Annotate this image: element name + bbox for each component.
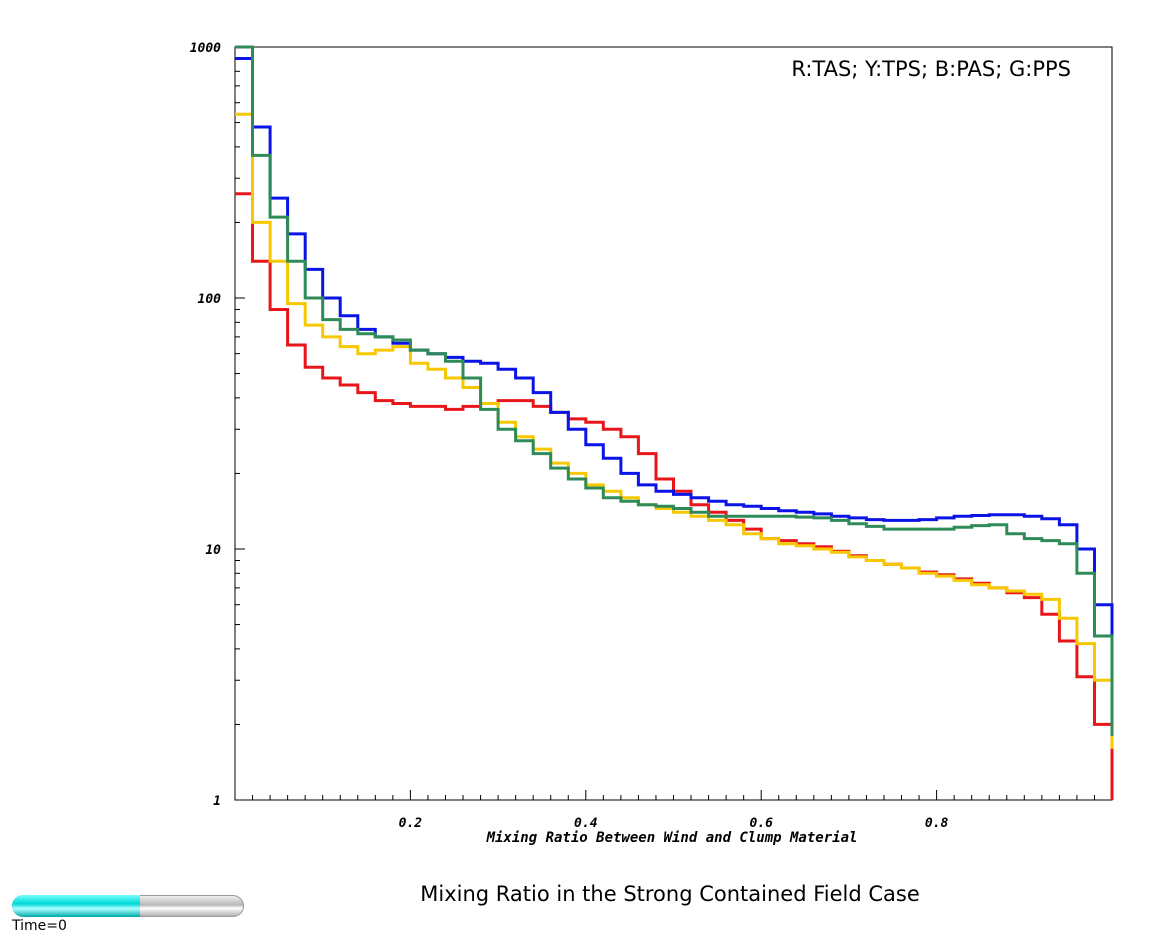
x-axis-title: Mixing Ratio Between Wind and Clump Mate…: [486, 830, 858, 846]
tick-labels: 1 10 100 1000 0.2 0.4 0.6 0.8: [190, 41, 949, 831]
series-layer: [235, 45, 1114, 800]
series-line-tps: [235, 112, 1114, 749]
minor-ticks: [235, 46, 1095, 801]
time-slider[interactable]: [12, 895, 244, 917]
series-line-pps: [235, 45, 1114, 736]
chart: 1 10 100 1000 0.2 0.4 0.6 0.8 Mixing Ratio Betw…: [190, 41, 1114, 846]
plot-frame: [234, 46, 1113, 801]
y-tick-label: 100: [198, 292, 222, 307]
x-tick-label: 0.8: [925, 816, 949, 831]
y-tick-label: 1000: [190, 41, 221, 56]
y-tick-label: 10: [205, 543, 221, 558]
x-tick-label: 0.6: [749, 816, 773, 831]
y-tick-label: 1: [213, 794, 221, 809]
time-label: Time=0: [12, 918, 67, 934]
time-slider-fill: [12, 895, 140, 917]
chart-caption: Mixing Ratio in the Strong Contained Fie…: [420, 882, 920, 906]
x-tick-label: 0.2: [399, 816, 423, 831]
x-tick-label: 0.4: [574, 816, 598, 831]
legend-text: R:TAS; Y:TPS; B:PAS; G:PPS: [791, 57, 1071, 81]
